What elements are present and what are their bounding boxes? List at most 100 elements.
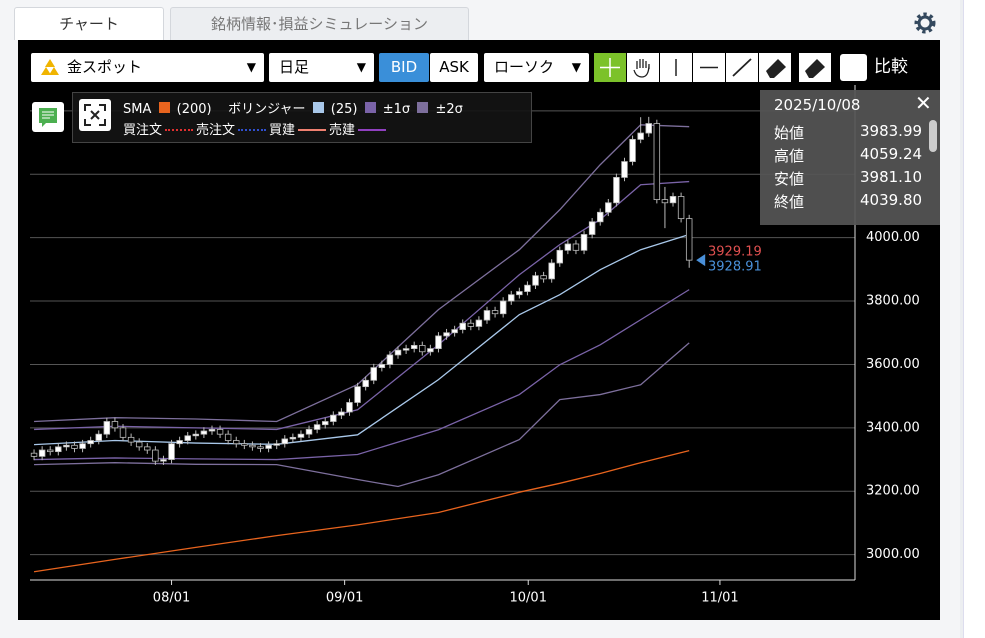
candle-body [516,291,523,296]
x-tick-label: 10/01 [510,591,547,606]
candle-body [111,421,119,429]
candle-body [313,424,321,430]
x-tick-label: 11/01 [701,591,738,606]
legend-bollinger: ボリンジャー [228,102,306,117]
ask-button[interactable]: ASK [430,53,478,82]
candle-body [629,138,636,162]
indicator-line [33,450,690,573]
legend-sell-position: 売建 [329,123,356,138]
compare-checkbox[interactable] [840,54,867,81]
close-button[interactable]: ✕ [915,91,932,115]
candle-body [200,430,208,435]
legend-row-2: 買注文 売注文 買建 売建 [123,119,389,138]
candle-body [30,452,38,457]
candle-body [402,348,410,351]
indicator-line [34,180,690,431]
candle-body [475,319,483,327]
y-tick-label: 3200.00 [866,484,920,499]
candle-body [127,436,135,443]
indicator-line [34,233,690,446]
candle-body [564,243,572,251]
symbol-select[interactable]: 金スポット ▼ [31,53,264,82]
candle-body [637,132,644,140]
candle-body [208,429,216,432]
drawing-tools [594,53,831,82]
candle-body [184,435,191,441]
candle-body [289,436,297,440]
candle-body [257,446,264,449]
bid-button[interactable]: BID [379,53,429,82]
candle-body [685,218,693,261]
settings-icon[interactable] [913,11,937,35]
tab-info[interactable]: 銘柄情報･損益シミュレーション [170,7,469,40]
tab-chart[interactable]: チャート [14,7,164,40]
candle-body [152,449,159,462]
trendline-icon [732,58,752,77]
candle-body [95,433,102,441]
crosshair-icon [600,58,620,77]
candle-body [613,177,620,204]
memo-icon [39,108,57,127]
candle-body [378,364,386,369]
info-label: 終値 [774,193,805,211]
candle-body [605,202,612,213]
candle-body [435,335,442,349]
price-marker [696,254,706,267]
candle-body [176,440,183,445]
info-label: 高値 [774,147,805,165]
candle-body [677,196,685,220]
info-label: 安値 [774,170,805,188]
fullscreen-button[interactable] [79,99,111,131]
candle-body [580,234,588,251]
period-label: 日足 [279,58,310,76]
legend-row-1: SMA (200) ボリンジャー (25) ±1σ ±2σ [123,98,463,117]
candle-body [55,446,62,453]
candle-body [354,386,361,403]
legend-line [298,129,327,131]
info-box: 2025/10/08 ✕ 始値 3983.99 高値 4059.24 安値 3981.10… [760,90,940,225]
candle-body [483,310,491,321]
candle-body [160,459,167,462]
y-tick-label: 3800.00 [866,294,920,309]
indicator-legend: SMA (200) ボリンジャー (25) ±1σ ±2σ 買注文 売注文 買建 売建 [72,92,532,143]
candle-body [71,444,78,449]
hand-icon [633,59,650,78]
side-panel [963,0,985,638]
candle-body [362,379,369,388]
period-select[interactable]: 日足 ▼ [269,53,374,82]
candle-body [281,438,289,445]
candle-body [653,123,661,201]
info-value: 3981.10 [860,168,923,186]
candle-body [645,123,652,134]
legend-sma-period: (200) [176,102,212,117]
y-tick-label: 4000.00 [866,230,920,245]
chart-type-label: ローソク [494,58,555,76]
candle-body [224,433,232,441]
bid-price: 3929.19 [708,245,762,260]
candle-body [370,367,377,381]
candle-body [338,411,345,416]
legend-swatch [158,102,170,113]
candle-body [79,443,86,449]
candle-body [491,310,499,315]
info-value: 4039.80 [860,191,923,209]
candle-body [443,332,450,337]
ask-price: 3928.91 [708,260,762,275]
candle-body [87,440,94,445]
legend-sigma1: ±1σ [382,102,411,117]
legend-bb-period: (25) [330,102,358,117]
fullscreen-icon [84,104,106,126]
info-value: 4059.24 [860,145,923,163]
candle-body [103,421,111,435]
eraser-icon [766,59,786,78]
info-label: 始値 [774,124,805,142]
scrollbar [929,120,937,152]
chart-type-select[interactable]: ローソク ▼ [484,53,589,82]
memo-button[interactable] [32,102,64,132]
candle-body [394,349,402,356]
indicator-line [34,342,690,488]
erase-all-icon [805,59,825,78]
candle-body [241,443,248,446]
